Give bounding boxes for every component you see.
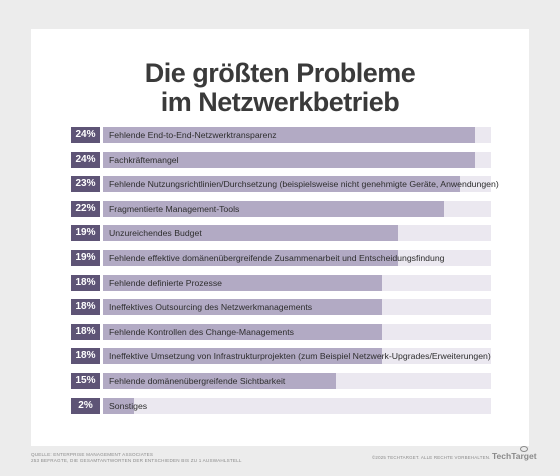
bar-track: Ineffektive Umsetzung von Infrastrukturp… <box>103 348 491 365</box>
bar-value-label: 18% <box>71 323 100 340</box>
bar-value-label: 18% <box>71 299 100 316</box>
brand-logo: TechTarget <box>492 451 537 461</box>
bar-track: Sonstiges <box>103 397 491 414</box>
chart-title-line-1: Die größten Probleme <box>144 58 416 88</box>
bar <box>103 373 336 389</box>
bar <box>103 299 383 316</box>
bar-track: Ineffektives Outsourcing des Netzwerkman… <box>103 299 491 316</box>
bar-value-label: 22% <box>71 200 100 217</box>
bar <box>103 225 398 242</box>
bar-value-label: 23% <box>71 176 100 193</box>
bar-value-label: 24% <box>71 127 100 143</box>
bar-track: Fehlende effektive domänenübergreifende … <box>103 250 491 266</box>
bar-value-label: 2% <box>71 397 100 414</box>
bar-category-label: Fehlende Nutzungsrichtlinien/Durchsetzun… <box>109 179 499 190</box>
bar-category-label: Unzureichendes Budget <box>109 228 202 239</box>
bar <box>103 151 476 168</box>
bar <box>103 397 135 414</box>
bar-row: 22% Fragmentierte Management-Tools <box>71 200 491 217</box>
bar <box>103 200 445 217</box>
bar-track: Fehlende definierte Prozesse <box>103 274 491 291</box>
bar-track: Unzureichendes Budget <box>103 225 491 242</box>
copyright-text: ©2025 TECHTARGET. ALLE RECHTE VORBEHALTE… <box>372 455 491 460</box>
bar-track: Fehlende End-to-End-Netzwerktransparenz <box>103 127 491 143</box>
bar-value-label: 15% <box>71 373 100 389</box>
bar-row: 19% Fehlende effektive domänenübergreifen… <box>71 250 491 266</box>
bar-track: Fehlende Nutzungsrichtlinien/Durchsetzun… <box>103 176 499 193</box>
bar-value-label: 24% <box>71 151 100 168</box>
bar-row: 15% Fehlende domänenübergreifende Sichtba… <box>71 373 491 389</box>
bar-row: 18% Fehlende Kontrollen des Change-Manage… <box>71 323 491 340</box>
bar-category-label: Fehlende definierte Prozesse <box>109 277 223 288</box>
source-note: QUELLE: ENTERPRISE MANAGEMENT ASSOCIATES… <box>31 452 331 464</box>
bar-row: 18% Fehlende definierte Prozesse <box>71 274 491 291</box>
bar-category-label: Fragmentierte Management-Tools <box>109 203 240 214</box>
bar-category-label: Fachkräftemangel <box>109 154 179 165</box>
chart-title: Die größten Probleme im Netzwerkbetrieb <box>0 59 560 117</box>
bar-row: 24% Fachkräftemangel <box>71 151 491 168</box>
bar <box>103 127 476 143</box>
bar-category-label: Ineffektives Outsourcing des Netzwerkman… <box>109 302 313 313</box>
bar-value-label: 18% <box>71 348 100 365</box>
bar-category-label: Ineffektive Umsetzung von Infrastrukturp… <box>109 351 491 362</box>
bar-category-label: Fehlende Kontrollen des Change-Managemen… <box>109 326 294 337</box>
bar <box>103 348 383 365</box>
bar-row: 2% Sonstiges <box>71 397 491 414</box>
source-line-2: 253 BEFRAGTE, DIE GESAMTANTWORTEN DER EN… <box>31 458 242 463</box>
bar-category-label: Fehlende effektive domänenübergreifende … <box>109 253 445 263</box>
chart-title-line-2: im Netzwerkbetrieb <box>160 87 400 117</box>
bar-row: 19% Unzureichendes Budget <box>71 225 491 242</box>
bar-row: 18% Ineffektive Umsetzung von Infrastrukt… <box>71 348 491 365</box>
bar-row: 23% Fehlende Nutzungsrichtlinien/Durchset… <box>71 176 499 193</box>
bar-track: Fachkräftemangel <box>103 151 491 168</box>
bar-track: Fragmentierte Management-Tools <box>103 200 491 217</box>
bar-row: 18% Ineffektives Outsourcing des Netzwerk… <box>71 299 491 316</box>
bar-category-label: Fehlende End-to-End-Netzwerktransparenz <box>109 130 277 140</box>
bar-track: Fehlende domänenübergreifende Sichtbarke… <box>103 373 491 389</box>
bar <box>103 250 398 266</box>
bar <box>103 323 383 340</box>
bar-row: 24% Fehlende End-to-End-Netzwerktranspare… <box>71 127 491 143</box>
bar-value-label: 19% <box>71 250 100 266</box>
bar-category-label: Sonstiges <box>109 400 148 411</box>
bar-value-label: 18% <box>71 274 100 291</box>
bar <box>103 274 383 291</box>
bar-track: Fehlende Kontrollen des Change-Managemen… <box>103 323 491 340</box>
techtarget-eye-icon <box>520 446 528 452</box>
bar-category-label: Fehlende domänenübergreifende Sichtbarke… <box>109 376 286 386</box>
bar-value-label: 19% <box>71 225 100 242</box>
source-line-1: QUELLE: ENTERPRISE MANAGEMENT ASSOCIATES <box>31 452 154 457</box>
bar <box>103 176 460 193</box>
